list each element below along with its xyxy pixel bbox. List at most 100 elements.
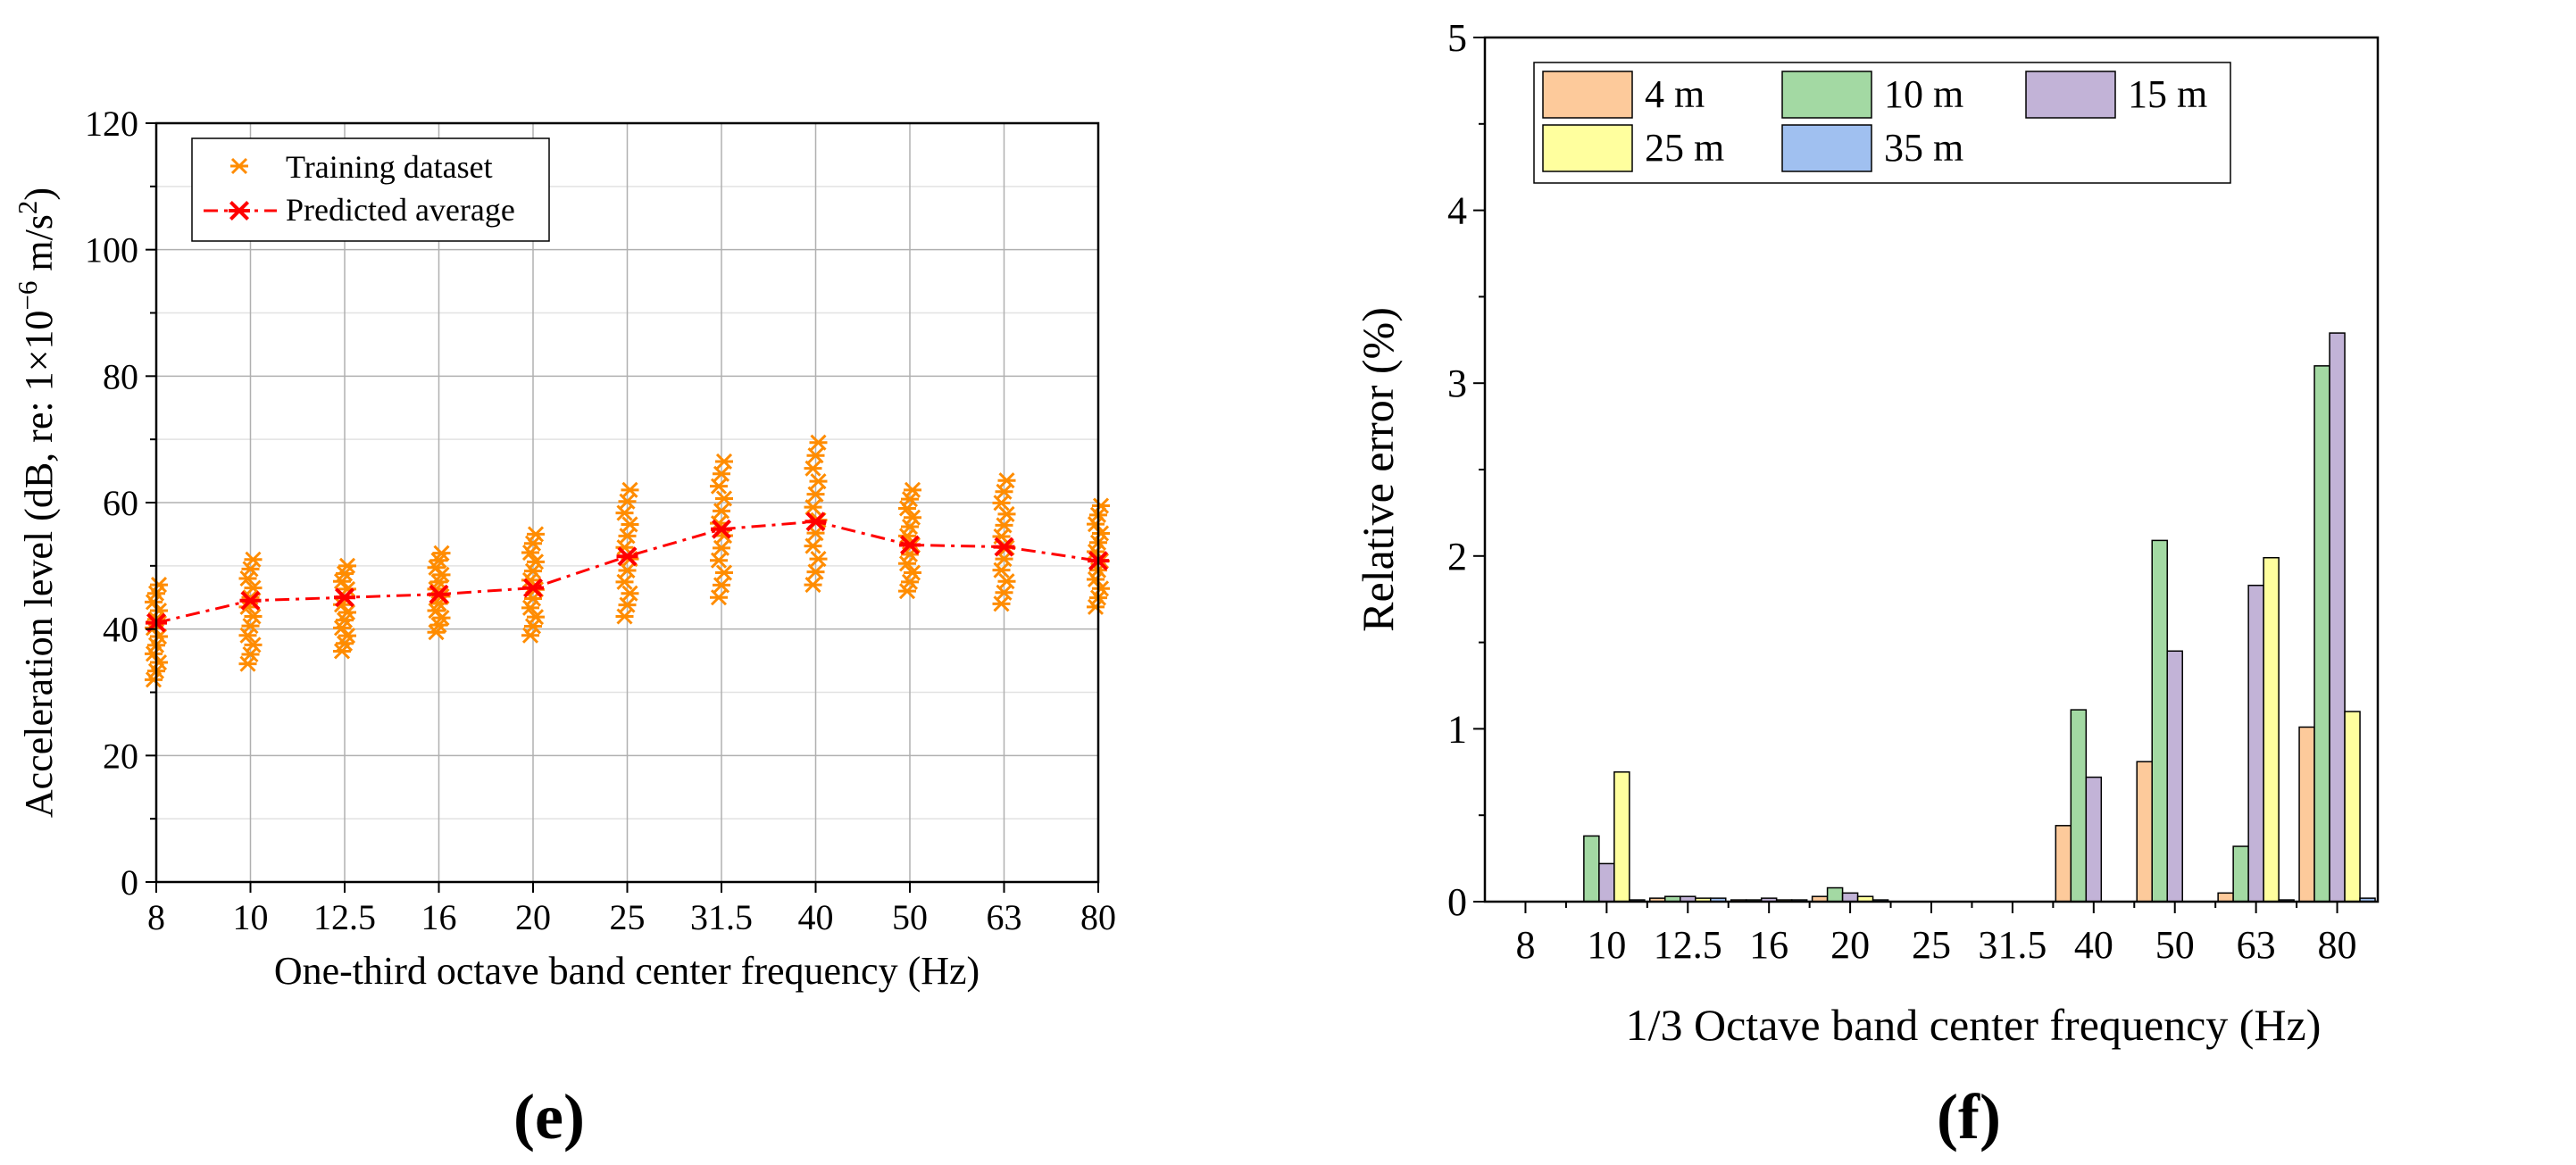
training-point — [804, 460, 822, 477]
training-point — [710, 552, 728, 569]
x-tick-label: 50 — [892, 897, 928, 937]
y-tick-label: 20 — [103, 736, 138, 776]
x-tick-label: 16 — [421, 897, 457, 937]
bar — [2151, 539, 2168, 903]
training-point — [241, 645, 260, 663]
predicted-point — [899, 535, 921, 555]
training-point — [241, 618, 260, 635]
training-point — [238, 570, 257, 587]
training-point — [1087, 516, 1105, 533]
legend-label-training: Training dataset — [286, 149, 493, 185]
training-point — [1092, 525, 1110, 542]
training-point — [715, 490, 733, 507]
training-point — [1092, 580, 1110, 597]
training-point — [809, 473, 828, 490]
training-point — [621, 516, 639, 533]
training-point — [238, 627, 257, 644]
y-label-unit-exponent: 2 — [12, 201, 43, 215]
y-tick-label: 5 — [1447, 16, 1467, 60]
legend-label: 4 m — [1645, 72, 1705, 116]
training-point — [898, 583, 916, 600]
predicted-point — [428, 584, 450, 604]
training-point — [809, 551, 828, 568]
legend-box — [1533, 62, 2231, 184]
bar — [2329, 332, 2346, 903]
training-point — [715, 564, 733, 581]
legend-symbols — [204, 157, 277, 221]
bar — [1841, 892, 1859, 903]
training-point — [527, 526, 545, 543]
training-point — [997, 472, 1016, 489]
training-point — [244, 551, 263, 568]
y-tick-label: 2 — [1447, 535, 1467, 578]
x-tick-label: 25 — [1912, 923, 1951, 967]
training-point — [997, 505, 1016, 522]
x-tick-label: 80 — [2318, 923, 2357, 967]
training-point — [806, 447, 825, 464]
y-tick-label: 0 — [121, 862, 138, 903]
legend-symbol-training — [230, 157, 248, 175]
training-point — [524, 535, 542, 552]
training-point — [898, 500, 916, 517]
training-point — [715, 453, 733, 470]
legend-swatch — [1781, 124, 1872, 172]
training-point — [992, 595, 1011, 612]
x-tick-label: 50 — [2155, 923, 2195, 967]
x-tick-label: 40 — [798, 897, 834, 937]
predicted-point — [804, 512, 827, 532]
x-axis-label: 1/3 Octave band center frequency (Hz) — [1626, 1000, 2322, 1050]
x-tick-label: 20 — [515, 897, 551, 937]
x-tick-label: 10 — [1587, 923, 1626, 967]
x-tick-label: 20 — [1830, 923, 1870, 967]
training-point — [901, 573, 919, 590]
training-point — [524, 562, 542, 579]
x-tick-label: 12.5 — [1654, 923, 1722, 967]
predicted-point — [993, 537, 1015, 557]
x-tick-label: 10 — [233, 897, 269, 937]
axes: 0 1 2 3 4 5 8 10 12.5 16 20 25 31.5 40 50 63 80 — [1447, 16, 2357, 967]
bar — [2085, 776, 2103, 903]
panel-label-e: (e) — [513, 1081, 585, 1153]
training-point — [901, 491, 919, 508]
training-point — [806, 486, 825, 503]
x-tick-label: 80 — [1080, 897, 1116, 937]
x-tick-label: 8 — [147, 897, 165, 937]
training-point — [241, 561, 260, 578]
predicted-average-series — [146, 512, 1109, 633]
training-point — [806, 563, 825, 580]
panel-label-f: (f) — [1937, 1081, 2001, 1153]
legend-box — [191, 137, 550, 242]
training-point — [521, 544, 539, 562]
legend-label: 35 m — [1884, 126, 1963, 170]
training-point — [432, 545, 451, 562]
training-point — [238, 655, 257, 672]
panel-e: 0 20 40 60 80 100 120 8 10 12.5 16 20 25 31.5 40 50 63 80… — [12, 104, 1116, 1153]
bar — [1613, 771, 1630, 903]
training-point — [898, 555, 916, 572]
training-point — [338, 603, 356, 621]
y-label-main: Acceleration level (dB, re: 1×10 — [17, 311, 61, 818]
legend-swatch — [1542, 124, 1633, 172]
y-tick-label: 0 — [1447, 880, 1467, 924]
y-tick-label: 3 — [1447, 362, 1467, 405]
legend-swatch — [1781, 71, 1872, 119]
x-tick-label: 31.5 — [1978, 923, 2047, 967]
x-tick-label: 40 — [2074, 923, 2113, 967]
training-point — [804, 577, 822, 594]
training-point — [621, 481, 639, 498]
y-tick-label: 100 — [85, 230, 138, 270]
training-point — [904, 481, 921, 498]
panel-f: 0 1 2 3 4 5 8 10 12.5 16 20 25 31.5 40 50 63 80 Relative… — [1353, 16, 2380, 1153]
training-point — [997, 573, 1016, 590]
x-tick-label: 12.5 — [313, 897, 376, 937]
y-tick-label: 120 — [85, 104, 138, 144]
x-axis-label: One-third octave band center frequency (… — [274, 949, 980, 993]
x-tick-label: 8 — [1515, 923, 1535, 967]
bar — [1826, 886, 1844, 903]
bar — [1598, 862, 1615, 903]
training-point — [527, 609, 545, 626]
training-point — [809, 434, 828, 451]
y-tick-label: 40 — [103, 610, 138, 650]
training-point — [713, 539, 730, 556]
